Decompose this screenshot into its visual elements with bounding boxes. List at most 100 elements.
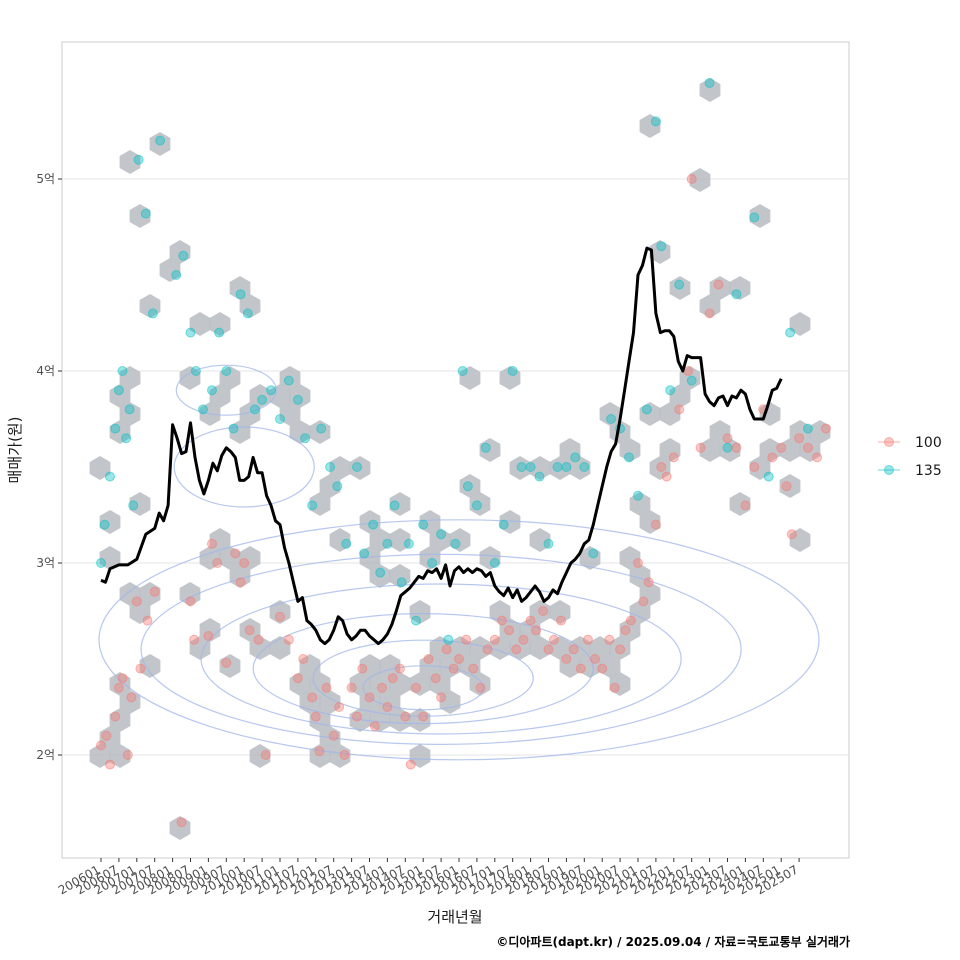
point-135	[471, 500, 482, 511]
hexbin-cell	[649, 456, 671, 480]
point-100	[525, 615, 536, 626]
hexbin-cell	[699, 438, 721, 462]
point-100	[820, 423, 831, 434]
point-100	[364, 692, 375, 703]
point-100	[357, 663, 368, 674]
point-100	[189, 634, 200, 645]
hexbin-cell	[99, 510, 121, 534]
point-100	[668, 452, 679, 463]
point-135	[606, 414, 617, 424]
point-135	[140, 208, 151, 219]
point-100	[382, 702, 393, 712]
point-100	[625, 615, 636, 626]
point-135	[457, 366, 468, 376]
point-100	[203, 631, 214, 641]
point-100	[561, 654, 572, 664]
point-135	[155, 135, 166, 146]
point-135	[543, 538, 554, 549]
point-100	[615, 644, 626, 655]
hexbin-cell	[689, 168, 711, 192]
legend: 100 135	[878, 435, 942, 479]
point-135	[110, 423, 121, 434]
point-100	[314, 746, 325, 757]
x-axis-ticks: 2006012006072007012007072008012008072009…	[56, 858, 801, 898]
point-100	[253, 634, 264, 645]
hexbin-cell	[239, 546, 261, 570]
hexbin-cell	[559, 438, 581, 462]
point-135	[674, 279, 685, 290]
hexbin-cell	[469, 672, 491, 696]
point-135	[221, 366, 232, 376]
hexbin-cell	[329, 456, 351, 480]
hexbin-cell	[289, 420, 311, 444]
point-100	[122, 750, 133, 760]
point-100	[604, 634, 615, 645]
legend-key-point	[884, 465, 894, 475]
hexbin-cell	[119, 366, 141, 390]
hexbin-cell	[639, 402, 661, 426]
point-100	[96, 740, 106, 751]
point-100	[310, 711, 321, 722]
point-100	[260, 750, 271, 760]
point-100	[221, 657, 232, 668]
hexbin-cell	[549, 636, 571, 660]
point-100	[430, 673, 441, 684]
point-100	[713, 279, 724, 290]
hexbin-cell	[529, 528, 551, 552]
point-100	[731, 442, 742, 453]
point-135	[325, 462, 336, 472]
point-100	[230, 548, 241, 559]
hexbin-cell	[469, 492, 491, 516]
point-100	[461, 634, 472, 645]
point-100	[794, 433, 805, 444]
point-100	[307, 692, 318, 703]
point-135	[121, 433, 132, 444]
point-100	[661, 471, 672, 482]
hexbin-cell	[199, 618, 221, 642]
point-100	[489, 634, 500, 645]
hexbin-cell	[499, 366, 521, 390]
hexbin-cell	[139, 582, 161, 606]
point-135	[332, 481, 343, 492]
point-100	[292, 673, 303, 684]
point-100	[781, 481, 792, 492]
point-135	[418, 519, 429, 530]
point-100	[468, 663, 479, 674]
legend-label: 135	[915, 463, 942, 479]
point-135	[686, 375, 697, 386]
point-135	[588, 548, 599, 559]
hexbin-cell	[119, 150, 141, 174]
point-100	[597, 663, 608, 674]
point-100	[352, 711, 362, 722]
point-100	[113, 682, 124, 693]
point-100	[454, 654, 464, 664]
point-135	[113, 385, 124, 396]
point-100	[244, 625, 255, 636]
point-100	[812, 452, 822, 463]
point-135	[359, 548, 370, 559]
point-100	[405, 759, 416, 770]
point-100	[149, 586, 160, 597]
point-135	[624, 452, 634, 463]
point-100	[411, 682, 421, 693]
hexbin-cell	[219, 366, 241, 390]
point-135	[171, 270, 182, 280]
hexbin-cell	[659, 438, 681, 462]
hexbin-cell	[469, 636, 491, 660]
density-contour	[98, 519, 820, 761]
hexbin-cell	[479, 546, 501, 570]
hexbin-cell	[789, 312, 811, 336]
hexbin-cell	[349, 456, 371, 480]
point-135	[403, 538, 414, 549]
point-135	[665, 385, 676, 396]
hexbin-cell	[379, 654, 401, 678]
point-135	[283, 375, 294, 386]
point-135	[190, 366, 201, 376]
hexbin-cell	[249, 744, 271, 768]
point-100	[656, 462, 667, 472]
point-135	[124, 404, 135, 415]
point-100	[339, 750, 350, 760]
hexbin-cell	[369, 564, 391, 588]
point-135	[525, 462, 536, 472]
point-100	[131, 596, 142, 607]
